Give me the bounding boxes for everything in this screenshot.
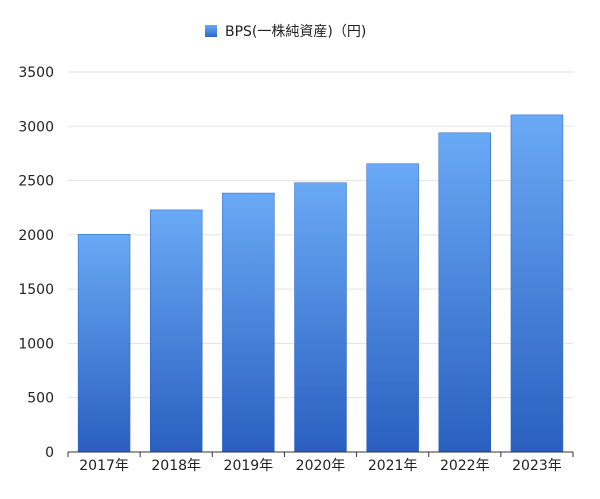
bar <box>510 114 564 453</box>
y-tick-label: 3500 <box>18 65 54 81</box>
y-tick-label: 500 <box>27 391 54 407</box>
x-tick-label: 2022年 <box>440 458 490 474</box>
y-tick-label: 1000 <box>18 336 54 352</box>
bar <box>149 209 203 453</box>
x-tick-label: 2020年 <box>296 458 346 474</box>
x-tick-label: 2018年 <box>151 458 201 474</box>
bar <box>438 132 492 453</box>
x-tick-label: 2021年 <box>368 458 418 474</box>
x-tick-label: 2023年 <box>512 458 562 474</box>
y-tick-label: 2500 <box>18 174 54 190</box>
bar <box>77 234 131 453</box>
bar <box>222 192 275 453</box>
y-axis-ticks: 0 500 1000 1500 2000 2500 3000 3500 <box>18 65 54 461</box>
y-tick-label: 2000 <box>18 228 54 244</box>
x-tick-label: 2017年 <box>79 458 129 474</box>
y-tick-label: 1500 <box>18 282 54 298</box>
legend-label: BPS(一株純資産)（円) <box>225 24 366 40</box>
legend: BPS(一株純資産)（円) <box>205 24 366 40</box>
bar <box>366 163 419 453</box>
legend-swatch <box>205 25 217 37</box>
bar <box>294 182 347 453</box>
bars <box>77 114 564 453</box>
y-tick-label: 3000 <box>18 119 54 135</box>
x-axis-ticks: 2017年 2018年 2019年 2020年 2021年 2022年 2023年 <box>67 452 574 474</box>
y-tick-label: 0 <box>45 445 54 461</box>
x-tick-label: 2019年 <box>224 458 274 474</box>
